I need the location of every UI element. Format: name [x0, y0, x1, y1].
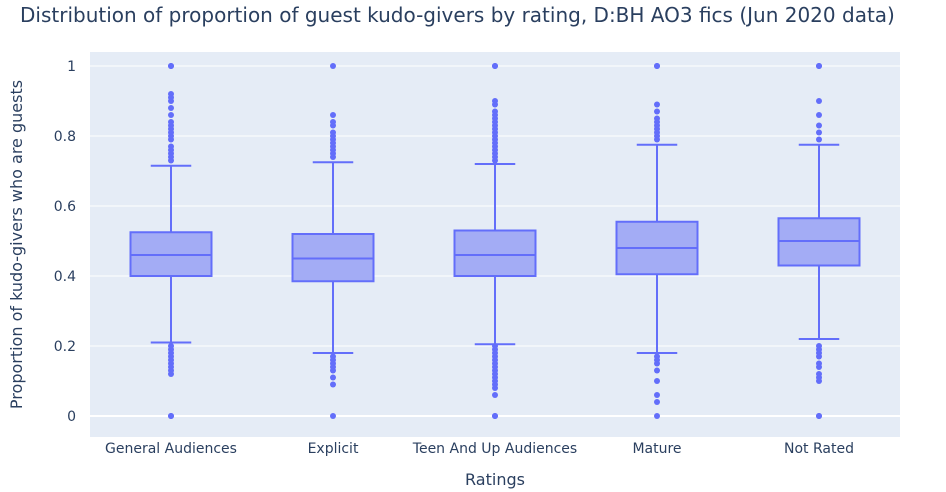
outlier-point — [330, 112, 336, 118]
box-explicit — [291, 63, 375, 419]
y-tick-label: 0.6 — [54, 199, 76, 215]
y-tick-label: 0.4 — [54, 269, 76, 285]
box-not-rated — [777, 63, 861, 419]
y-tick-label: 0.8 — [54, 129, 76, 145]
outlier-point — [168, 343, 174, 349]
x-tick-label: Explicit — [308, 441, 359, 457]
outlier-point — [654, 367, 660, 374]
chart-title: Distribution of proportion of guest kudo… — [20, 3, 895, 27]
x-tick-label: Not Rated — [784, 441, 854, 457]
outlier-point — [654, 108, 660, 115]
outlier-point — [816, 371, 822, 377]
outlier-point — [654, 63, 660, 69]
outlier-point — [492, 63, 498, 69]
box-mature — [615, 63, 699, 419]
outlier-point — [330, 119, 336, 125]
outlier-point — [816, 112, 822, 118]
outlier-point — [492, 108, 498, 115]
outlier-point — [816, 343, 822, 349]
outlier-point — [654, 392, 660, 398]
outlier-point — [330, 129, 336, 136]
box-general-audiences — [129, 63, 213, 419]
outlier-point — [816, 63, 822, 69]
boxes — [129, 63, 861, 419]
y-axis-title: Proportion of kudo-givers who are guests — [7, 80, 26, 409]
outlier-point — [654, 378, 660, 384]
outlier-point — [330, 353, 336, 360]
x-tick-label: Mature — [632, 441, 681, 457]
x-tick-label: Teen And Up Audiences — [412, 441, 577, 457]
outlier-point — [492, 413, 498, 419]
outlier-point — [816, 98, 822, 104]
outlier-point — [330, 63, 336, 69]
outlier-point — [168, 143, 174, 150]
outlier-point — [816, 360, 822, 367]
outlier-point — [654, 413, 660, 419]
outlier-point — [168, 119, 174, 125]
x-axis-title: Ratings — [465, 470, 525, 489]
outlier-point — [168, 413, 174, 419]
outlier-point — [168, 112, 174, 118]
outlier-point — [168, 105, 174, 111]
outlier-point — [492, 98, 498, 104]
y-tick-label: 1 — [67, 59, 76, 75]
y-tick-labels: 0 0.2 0.4 0.6 0.8 1 — [54, 59, 76, 425]
box-teen-and-up-audiences — [453, 63, 537, 419]
iqr-box — [453, 229, 537, 277]
outlier-point — [330, 381, 336, 388]
outlier-point — [654, 101, 660, 108]
outlier-point — [168, 91, 174, 97]
y-tick-label: 0.2 — [54, 339, 76, 355]
outlier-point — [654, 115, 660, 122]
outlier-point — [654, 399, 660, 405]
outlier-point — [816, 136, 822, 143]
outlier-point — [816, 122, 822, 129]
outlier-point — [330, 374, 336, 381]
x-tick-labels: General Audiences Explicit Teen And Up Aud… — [105, 441, 854, 457]
x-tick-label: General Audiences — [105, 441, 237, 457]
outlier-point — [492, 392, 498, 398]
outlier-point — [168, 63, 174, 69]
outlier-point — [654, 353, 660, 360]
outlier-point — [816, 413, 822, 419]
y-tick-label: 0 — [67, 409, 76, 425]
outlier-point — [492, 343, 498, 349]
outlier-point — [816, 129, 822, 136]
outlier-point — [330, 413, 336, 419]
